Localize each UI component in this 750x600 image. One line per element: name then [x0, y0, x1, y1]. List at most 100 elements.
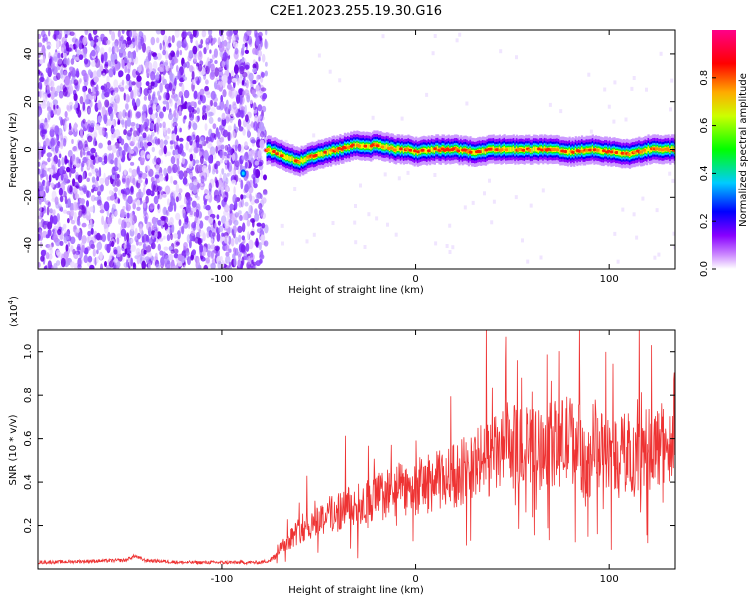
heatmap-cell	[232, 89, 237, 97]
heatmap-cell	[216, 180, 219, 188]
heatmap-cell	[238, 177, 242, 183]
heatmap-cell	[224, 220, 230, 229]
heatmap-cell	[618, 150, 621, 156]
heatmap-cell	[49, 214, 54, 225]
heatmap-cell	[392, 148, 398, 152]
heatmap-cell	[218, 43, 225, 53]
heatmap-cell	[222, 89, 227, 98]
heatmap-cell	[400, 116, 404, 121]
heatmap-cell	[120, 119, 125, 125]
heatmap-cell	[671, 178, 675, 183]
heatmap-cell	[90, 155, 96, 161]
heatmap-cell	[188, 50, 193, 58]
heatmap-cell	[120, 228, 127, 237]
heatmap-cell	[58, 116, 62, 121]
heatmap-cell	[288, 156, 291, 161]
heatmap-cell	[192, 78, 196, 86]
heatmap-cell	[101, 126, 105, 136]
heatmap-cell	[84, 30, 88, 36]
heatmap-cell	[82, 149, 86, 156]
heatmap-cell	[115, 63, 120, 71]
heatmap-cell	[143, 243, 147, 249]
heatmap-cell	[193, 147, 199, 154]
heatmap-cell	[122, 50, 127, 56]
heatmap-cell	[185, 141, 189, 151]
heatmap-cell	[166, 151, 172, 157]
heatmap-cell	[65, 203, 69, 208]
heatmap-cell	[190, 230, 196, 237]
heatmap-cell	[176, 50, 180, 58]
heatmap-cell	[96, 199, 102, 206]
heatmap-cell	[191, 70, 195, 80]
heatmap-cell	[193, 90, 198, 100]
colorbar-tick-label: 0.6	[699, 118, 710, 134]
heatmap-cell	[394, 232, 398, 237]
heatmap-cell	[163, 246, 169, 251]
heatmap-cell	[98, 166, 102, 177]
heatmap-cell	[406, 170, 410, 175]
heatmap-cell	[121, 150, 126, 156]
heatmap-cell	[134, 227, 138, 237]
heatmap-cell	[463, 205, 467, 210]
heatmap-cell	[42, 170, 47, 177]
heatmap-cell	[227, 212, 230, 222]
heatmap-cell	[227, 76, 232, 85]
heatmap-cell	[45, 67, 51, 74]
heatmap-cell	[142, 104, 147, 112]
heatmap-cell	[455, 38, 459, 43]
heatmap-cell	[214, 60, 218, 64]
heatmap-cell	[86, 189, 89, 198]
heatmap-cell	[190, 254, 194, 261]
heatmap-cell	[40, 197, 44, 203]
heatmap-cell	[57, 228, 62, 236]
heatmap-cell	[302, 158, 305, 164]
colorbar-tick-label: 0.2	[699, 213, 710, 229]
heatmap-cell	[204, 195, 211, 200]
heatmap-cell	[232, 103, 237, 110]
heatmap-cell	[179, 204, 185, 209]
heatmap-cell	[609, 150, 615, 154]
heatmap-cell	[472, 149, 475, 155]
heatmap-cell	[214, 222, 217, 230]
heatmap-cell	[49, 128, 55, 138]
heatmap-cell	[260, 169, 264, 180]
heatmap-cell	[613, 231, 617, 236]
heatmap-cell	[113, 79, 119, 88]
snr-series-line	[38, 330, 675, 566]
heatmap-cell	[263, 240, 269, 247]
heatmap-cell	[133, 33, 139, 38]
heatmap-cell	[250, 218, 256, 223]
heatmap-cell	[425, 92, 429, 97]
heatmap-cell	[244, 49, 249, 54]
heatmap-cell	[209, 150, 213, 155]
heatmap-cell	[168, 42, 172, 48]
heatmap-cell	[231, 78, 238, 83]
heatmap-cell	[312, 232, 316, 237]
heatmap-cell	[255, 193, 261, 200]
heatmap-cell	[128, 80, 133, 90]
heatmap-cell	[207, 142, 210, 149]
heatmap-cell	[285, 155, 288, 161]
heatmap-cell	[150, 242, 156, 250]
heatmap-cell	[38, 181, 42, 187]
heatmap-cell	[38, 233, 41, 242]
heatmap-cell	[101, 106, 106, 115]
heatmap-cell	[176, 65, 179, 73]
heatmap-cell	[145, 177, 148, 185]
heatmap-cell	[363, 245, 367, 249]
heatmap-cell	[181, 225, 185, 235]
heatmap-cell	[92, 70, 98, 80]
heatmap-cell	[229, 30, 233, 35]
heatmap-cell	[105, 81, 111, 89]
heatmap-cell	[237, 169, 241, 175]
heatmap-cell	[73, 225, 77, 230]
heatmap-cell	[71, 139, 74, 144]
heatmap-cell	[263, 174, 267, 181]
snr-x-tick-label: 0	[412, 574, 418, 585]
heatmap-cell	[155, 122, 159, 133]
heatmap-cell	[209, 49, 212, 54]
heatmap-cell	[57, 204, 62, 209]
heatmap-cell	[162, 193, 167, 198]
heatmap-cell	[186, 31, 192, 36]
heatmap-cell	[163, 62, 169, 67]
